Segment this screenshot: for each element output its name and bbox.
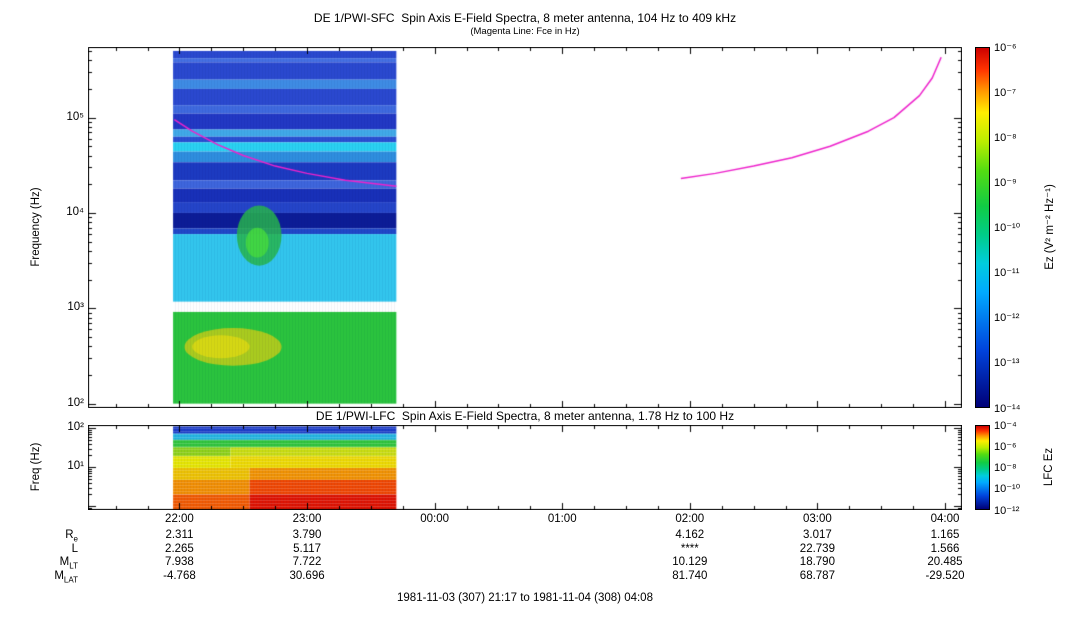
- ephemeris-value: 4.162: [675, 529, 705, 541]
- colorbar-tick-label: 10⁻⁸: [994, 462, 1017, 474]
- ephemeris-value: 5.117: [293, 542, 321, 555]
- ephemeris-value: 3.017: [803, 529, 832, 541]
- colorbar-tick-label: 10⁻⁷: [994, 86, 1017, 99]
- colorbar-tick-label: 10⁻⁴: [994, 419, 1017, 432]
- lfc-panel: [88, 425, 962, 510]
- time-range-caption: 1981-11-03 (307) 21:17 to 1981-11-04 (30…: [397, 592, 653, 604]
- time-tick-label: 01:00: [547, 513, 577, 525]
- time-tick-label: 03:00: [803, 513, 832, 525]
- colorbar-tick-label: 10⁻¹²: [994, 312, 1020, 325]
- ephemeris-value: 68.787: [799, 569, 835, 582]
- ephemeris-row-label: MLAT: [54, 569, 78, 584]
- ephemeris-value: 22.739: [799, 542, 835, 555]
- colorbar-tick-label: 10⁻⁹: [994, 176, 1017, 189]
- colorbar-tick-label: 10⁻⁶: [994, 41, 1017, 54]
- sfc-y-axis-label: Frequency (Hz): [30, 187, 42, 267]
- ephemeris-value: 10.129: [672, 556, 708, 568]
- sfc-spectrogram-canvas: [88, 47, 962, 408]
- lfc-y-axis-label: Freq (Hz): [30, 442, 42, 492]
- ephemeris-value: 18.790: [799, 556, 835, 568]
- ephemeris-value: 7.722: [292, 556, 322, 568]
- ephemeris-row-label: L: [71, 542, 78, 555]
- sfc-colorbar-label: Ez (V² m⁻² Hz⁻¹): [1044, 184, 1056, 270]
- ephemeris-value: 20.485: [927, 556, 963, 568]
- y-tick-label: 10³: [67, 301, 84, 314]
- y-tick-label: 10⁵: [66, 110, 84, 123]
- lfc-title: DE 1/PWI-LFC Spin Axis E-Field Spectra, …: [315, 409, 735, 423]
- colorbar-tick-label: 10⁻¹¹: [994, 267, 1020, 280]
- ephemeris-value: 2.311: [165, 529, 194, 541]
- y-tick-label: 10⁴: [66, 205, 84, 218]
- time-tick-label: 00:00: [420, 513, 450, 525]
- ephemeris-value: 2.265: [165, 542, 194, 555]
- ephemeris-row-label: Re: [65, 529, 78, 544]
- ephemeris-value: -29.520: [925, 569, 965, 582]
- ephemeris-row-label: MLT: [59, 556, 78, 571]
- colorbar-tick-label: 10⁻¹⁰: [994, 483, 1021, 496]
- colorbar-tick-label: 10⁻⁶: [994, 440, 1017, 453]
- y-tick-label: 10²: [67, 396, 84, 409]
- colorbar-tick-label: 10⁻⁸: [994, 131, 1017, 144]
- lfc-colorbar-label: LFC Ez: [1043, 447, 1055, 487]
- ephemeris-value: 30.696: [289, 569, 325, 582]
- lfc-spectrogram-canvas: [88, 425, 962, 510]
- y-tick-label: 10²: [67, 421, 84, 434]
- ephemeris-value: -4.768: [163, 569, 196, 582]
- time-tick-label: 04:00: [930, 513, 960, 525]
- ephemeris-value: 1.165: [930, 529, 960, 541]
- colorbar-tick-label: 10⁻¹⁴: [994, 402, 1021, 415]
- time-tick-label: 22:00: [165, 513, 194, 525]
- ephemeris-value: 81.740: [672, 569, 708, 582]
- y-tick-label: 10¹: [67, 460, 84, 473]
- sfc-title: DE 1/PWI-SFC Spin Axis E-Field Spectra, …: [313, 11, 737, 25]
- colorbar-tick-label: 10⁻¹²: [994, 504, 1020, 517]
- ephemeris-value: 1.566: [930, 542, 960, 555]
- ephemeris-value: 3.790: [292, 529, 322, 541]
- sfc-subtitle: (Magenta Line: Fce in Hz): [470, 26, 580, 37]
- colorbar-tick-label: 10⁻¹⁰: [994, 222, 1021, 234]
- ephemeris-value: 7.938: [165, 556, 194, 568]
- sfc-panel: [88, 47, 962, 408]
- sfc-colorbar: [975, 47, 990, 408]
- time-tick-label: 02:00: [675, 513, 705, 525]
- lfc-colorbar: [975, 425, 990, 510]
- ephemeris-value: ****: [680, 542, 699, 555]
- time-tick-label: 23:00: [292, 513, 322, 525]
- colorbar-tick-label: 10⁻¹³: [994, 357, 1020, 370]
